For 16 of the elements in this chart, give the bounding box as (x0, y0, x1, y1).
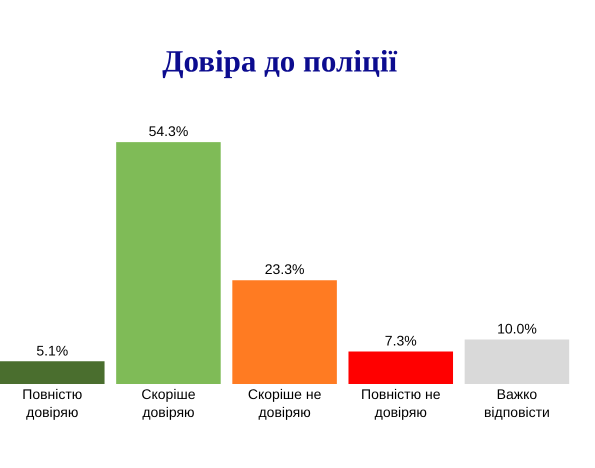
data-label: 54.3% (148, 123, 188, 140)
bar (116, 142, 221, 384)
data-label: 7.3% (384, 332, 417, 348)
bar (348, 351, 454, 384)
data-label: 10.0% (497, 320, 537, 336)
x-tick-label: Скоріше не довіряю (248, 386, 322, 420)
bar (0, 361, 105, 384)
data-label: 5.1% (36, 342, 68, 358)
x-tick-label: Важко відповісти (484, 386, 550, 420)
chart-title: Довіра до поліції (162, 44, 398, 79)
bar (232, 280, 337, 384)
bar (464, 339, 570, 384)
x-tick-label: Повністю не довіряю (361, 386, 441, 420)
x-tick-label: Скоріше довіряю (141, 386, 196, 420)
data-label: 23.3% (264, 261, 304, 278)
x-tick-label: Повністю довіряю (22, 386, 82, 420)
